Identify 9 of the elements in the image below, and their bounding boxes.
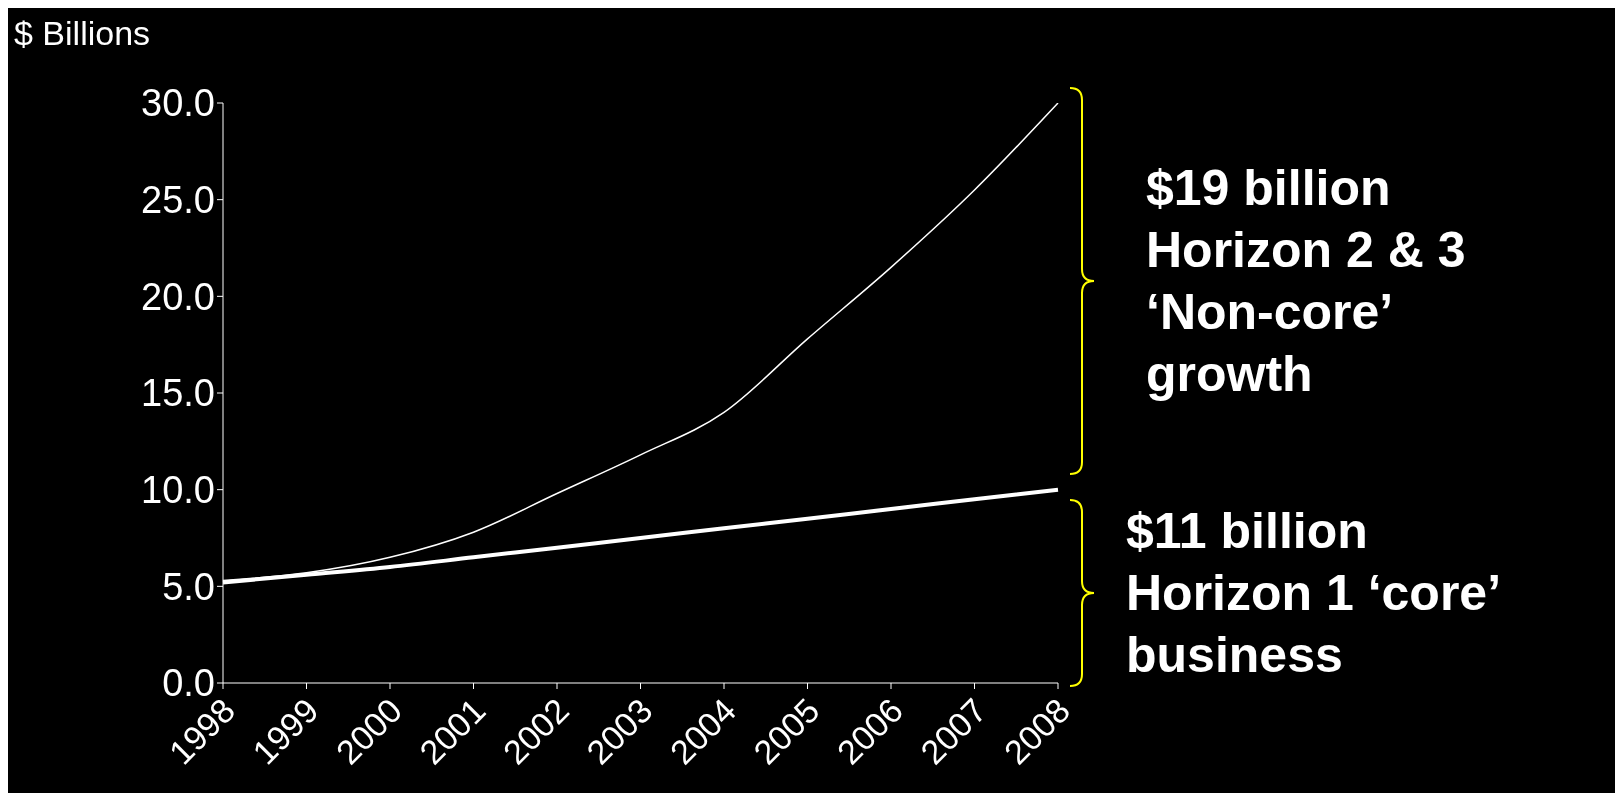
text: $11 billion Horizon 1 ‘core’ business (1126, 502, 1502, 685)
y-tick-label: 30.0 (141, 82, 215, 125)
y-tick-label: 5.0 (162, 565, 215, 608)
y-tick-label: 25.0 (141, 179, 215, 222)
y-tick-label: 15.0 (141, 372, 215, 415)
y-axis-title: $ Billions (14, 14, 151, 53)
y-tick-label: 20.0 (141, 275, 215, 318)
y-tick-label: 10.0 (141, 469, 215, 512)
text: $19 billion Horizon 2 & 3 ‘Non-core’ growth (1146, 159, 1466, 404)
